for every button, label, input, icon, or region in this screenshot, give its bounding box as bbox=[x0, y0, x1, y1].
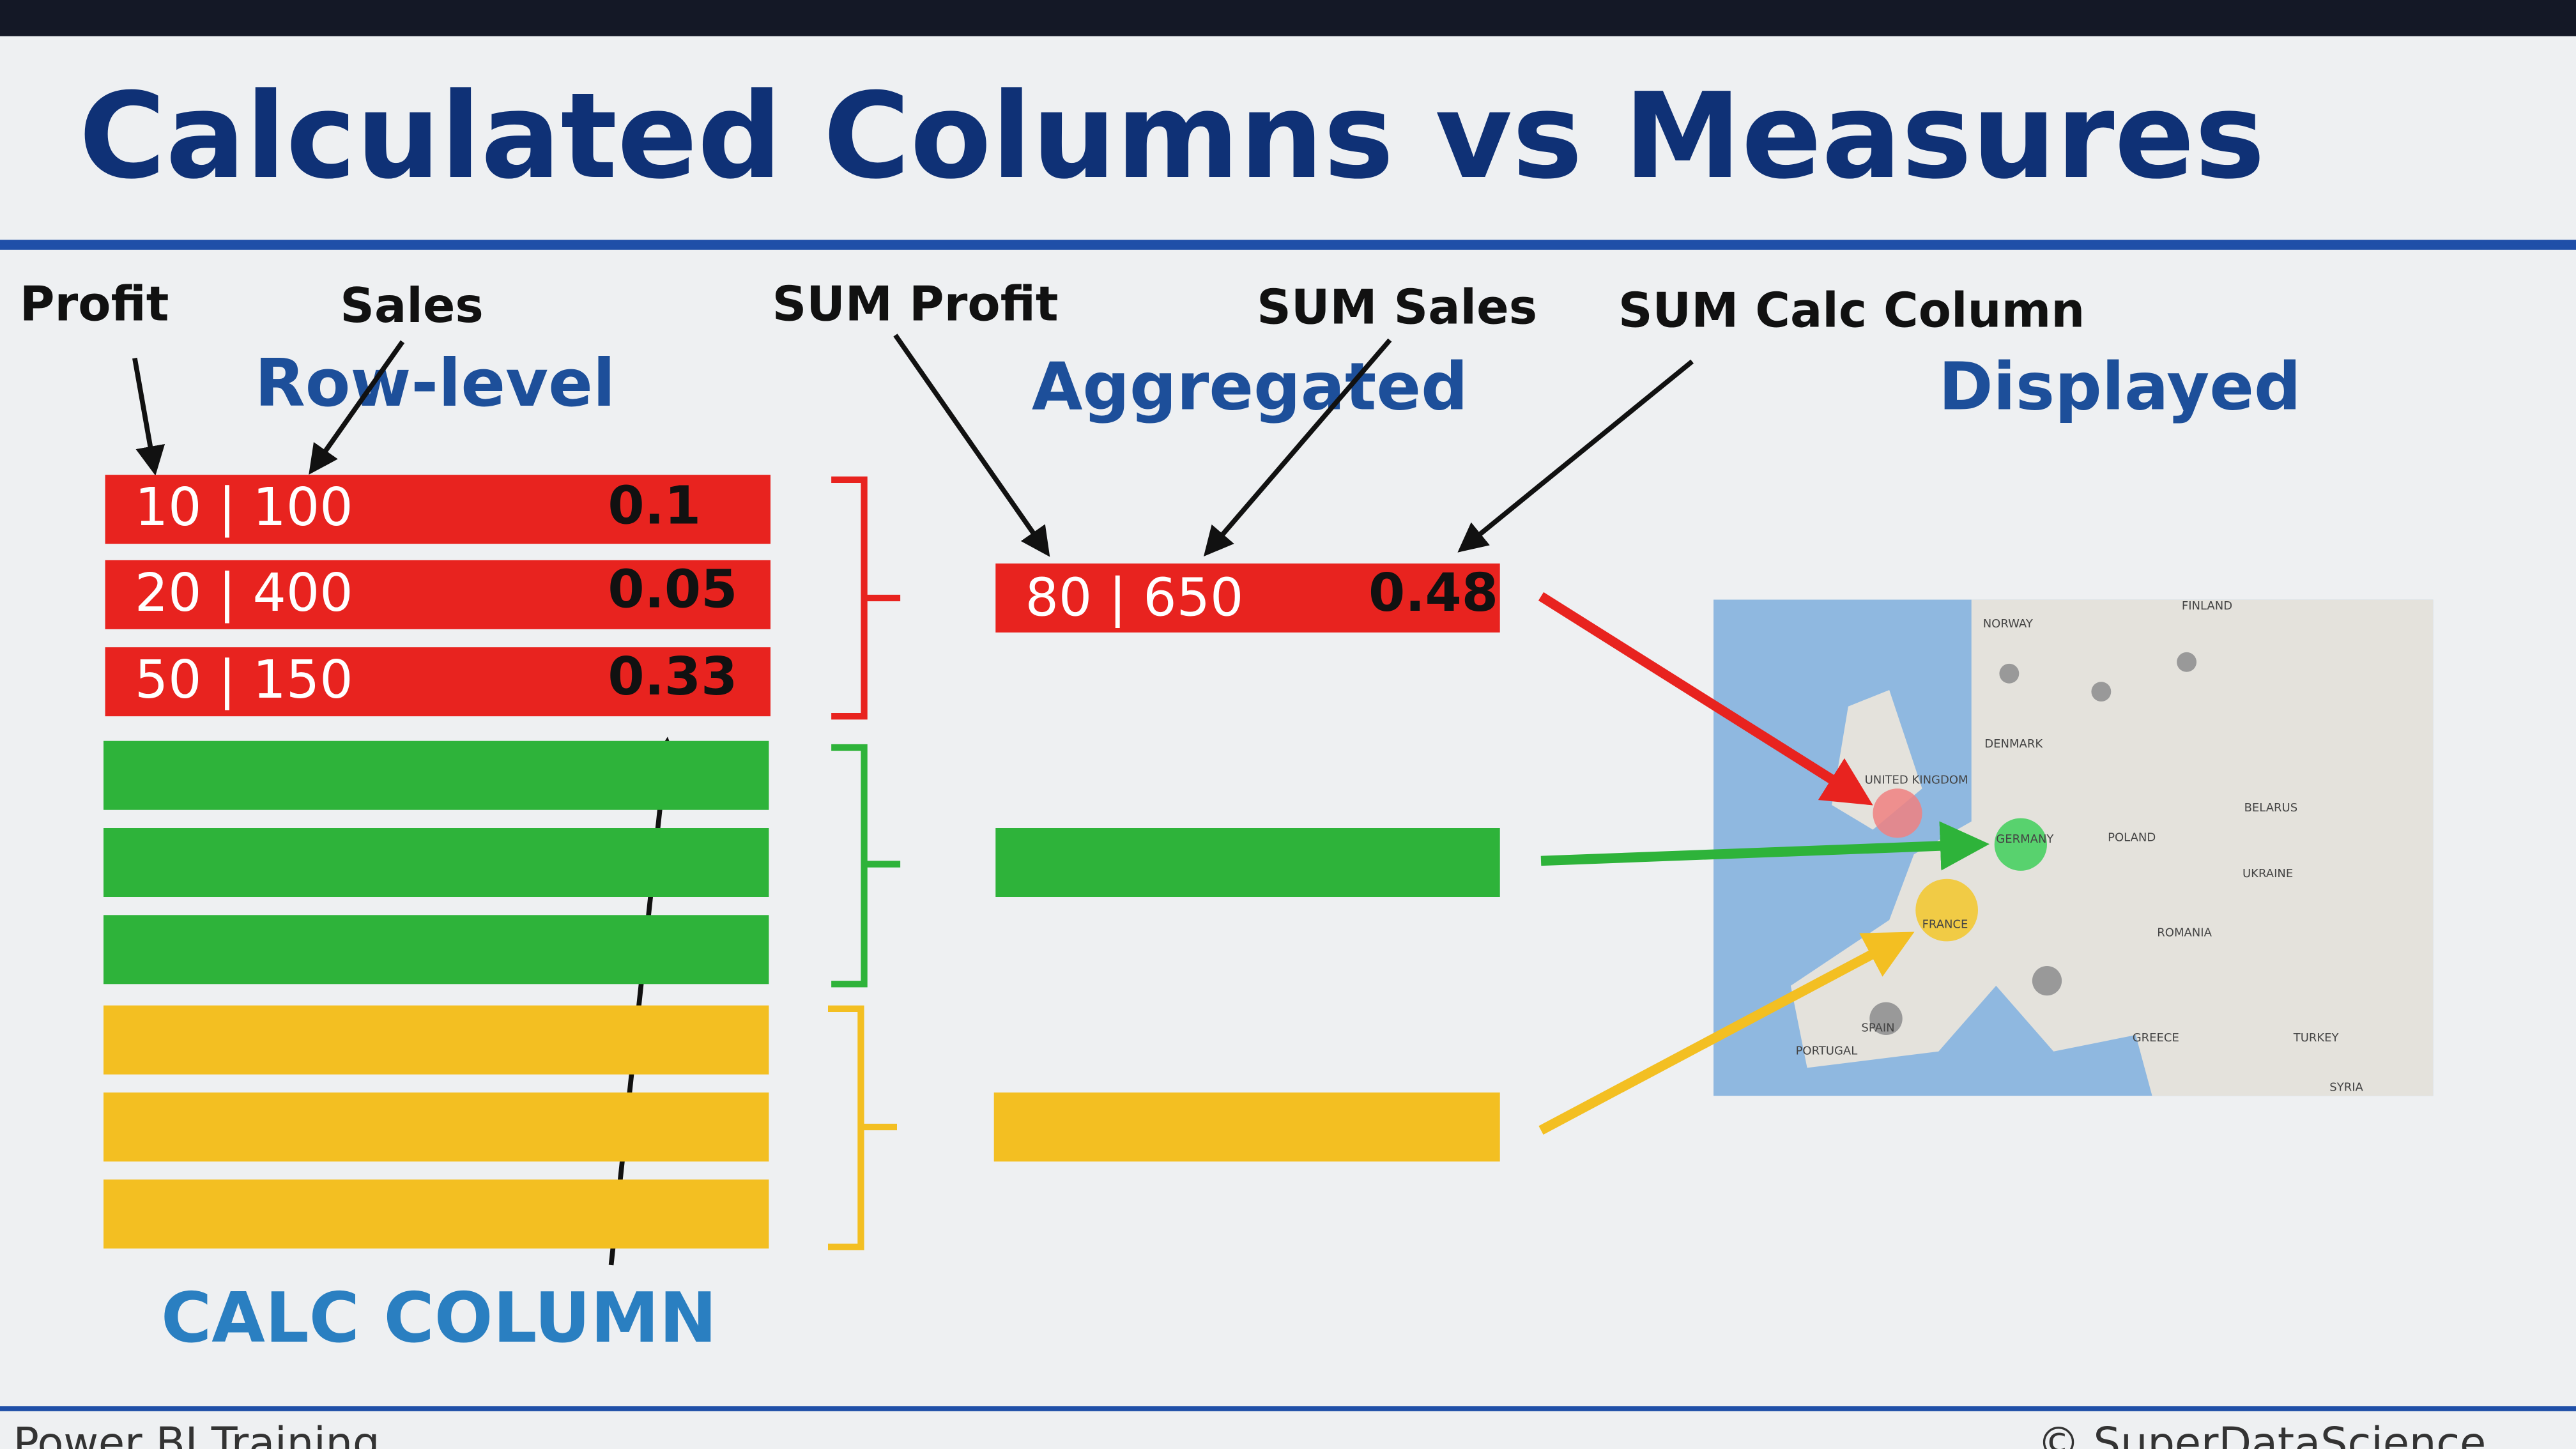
row-values: 50 | 150 bbox=[135, 650, 353, 710]
footer-rule bbox=[0, 1406, 2576, 1411]
row-values: 10 | 100 bbox=[135, 477, 353, 538]
map-label: GREECE bbox=[2133, 1031, 2179, 1045]
map-label: UKRAINE bbox=[2242, 867, 2293, 880]
calc-value: 0.05 bbox=[608, 560, 737, 620]
heading: Displayed bbox=[1938, 349, 2301, 425]
measure-yellow bbox=[993, 1092, 1500, 1162]
yellow-arrow bbox=[1538, 931, 1915, 1135]
row-bars bbox=[103, 475, 771, 1249]
footer-left: Power BI Training bbox=[13, 1418, 380, 1449]
map-label: PORTUGAL bbox=[1796, 1045, 1858, 1058]
bubble bbox=[2032, 966, 2062, 996]
measure-green bbox=[995, 828, 1500, 897]
green-row bbox=[103, 740, 769, 810]
bubble bbox=[1994, 818, 2047, 871]
label: Profit bbox=[20, 276, 169, 332]
label: SUM Calc Column bbox=[1618, 283, 2085, 339]
map-label: UNITED KINGDOM bbox=[1865, 773, 1968, 786]
title-rule bbox=[0, 240, 2576, 250]
red-row bbox=[105, 560, 771, 629]
bubble bbox=[2177, 652, 2196, 672]
map-label: TURKEY bbox=[2293, 1031, 2340, 1045]
map-label: FINLAND bbox=[2182, 599, 2232, 613]
map-label: BELARUS bbox=[2244, 801, 2298, 815]
yellow-row bbox=[103, 1005, 769, 1075]
calc-value: 0.33 bbox=[608, 647, 737, 707]
green-row bbox=[103, 828, 769, 897]
bezel bbox=[0, 0, 2576, 36]
red-arrow bbox=[1538, 592, 1873, 806]
label: SUM Profit bbox=[772, 276, 1059, 332]
footer-right: © SuperDataScience bbox=[2037, 1418, 2487, 1449]
map-label: NORWAY bbox=[1983, 617, 2034, 631]
red-row bbox=[105, 475, 771, 544]
bubble bbox=[1869, 1002, 1903, 1035]
map-label: DENMARK bbox=[1984, 737, 2043, 751]
map-label: POLAND bbox=[2108, 831, 2156, 844]
green-row bbox=[103, 915, 769, 985]
map-label: SPAIN bbox=[1861, 1022, 1894, 1035]
measure-red bbox=[995, 564, 1500, 632]
map-label: GERMANY bbox=[1996, 832, 2054, 846]
row-values: 20 | 400 bbox=[135, 563, 353, 624]
calc-column-label: CALC COLUMN bbox=[161, 1278, 717, 1358]
heading: Row-level bbox=[255, 346, 616, 422]
braces bbox=[828, 476, 901, 1250]
heading: Aggregated bbox=[1032, 349, 1468, 425]
yellow-row bbox=[103, 1092, 769, 1162]
bubble bbox=[1915, 878, 1978, 942]
bubble bbox=[1999, 663, 2020, 684]
map-label: SYRIA bbox=[2329, 1080, 2363, 1094]
label: Sales bbox=[340, 278, 484, 334]
calc-value: 0.1 bbox=[608, 476, 701, 537]
yellow-row bbox=[103, 1179, 769, 1249]
map-label: FRANCE bbox=[1922, 918, 1968, 931]
measure-calc: 0.48 bbox=[1368, 563, 1498, 624]
green-arrow bbox=[1540, 821, 1989, 871]
map-land bbox=[1790, 599, 2434, 1096]
bubble bbox=[2091, 682, 2112, 702]
red-row bbox=[105, 647, 771, 717]
label: SUM Sales bbox=[1257, 280, 1537, 335]
bubble bbox=[1873, 788, 1922, 838]
measure-values: 80 | 650 bbox=[1025, 568, 1244, 629]
title: Calculated Columns vs Measures bbox=[79, 67, 2265, 205]
map-label: ROMANIA bbox=[2157, 926, 2212, 940]
